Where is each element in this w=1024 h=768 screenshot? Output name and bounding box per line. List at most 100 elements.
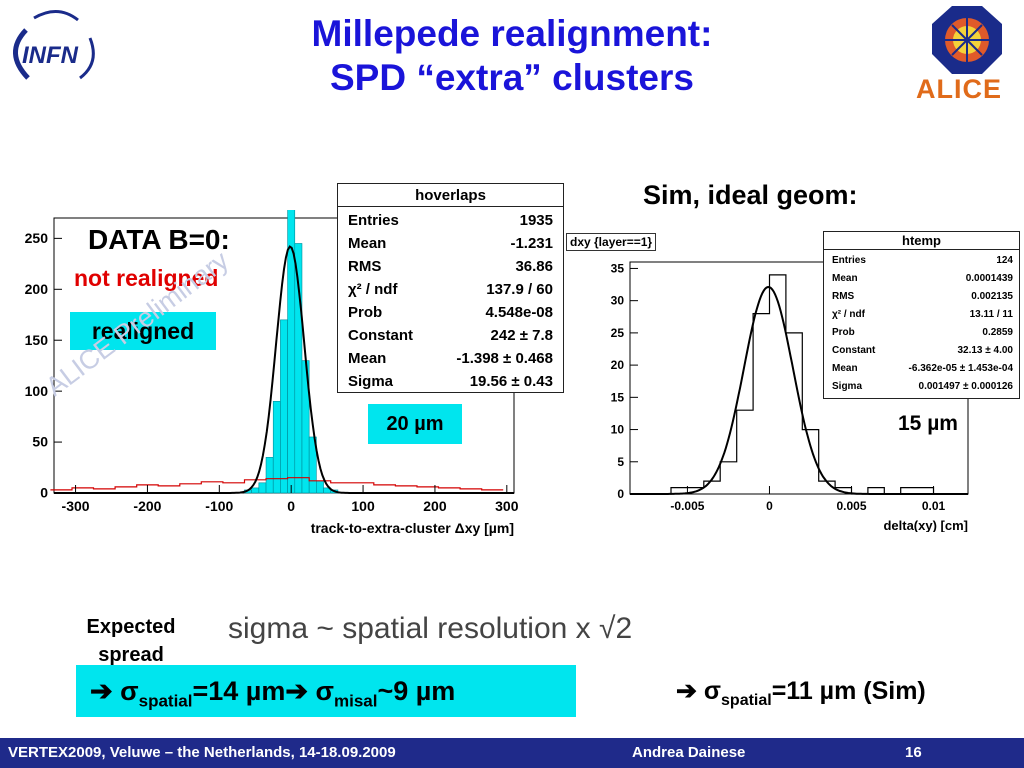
stats-right-key: Entries [832,255,866,266]
stats-right-key: Mean [832,363,858,374]
stats-left-key: RMS [348,258,382,275]
x-tick-label: 200 [423,498,447,514]
x-tick-label: 0 [287,498,295,514]
stats-left-key: χ² / ndf [348,281,398,298]
stats-right-key: Constant [832,345,876,356]
stats-box-right: htemp Entries 124 Mean 0.0001439 RMS 0.002135… [823,231,1020,399]
stats-left-row: Entries 1935 [348,209,553,232]
footer-author: Andrea Dainese [632,744,746,761]
subscript-misal: misal [333,691,378,711]
stats-box-right-rows: Entries 124 Mean 0.0001439 RMS 0.002135 χ² / n… [824,250,1019,396]
stats-left-key: Entries [348,212,399,229]
x-tick-label: 300 [495,498,519,514]
sigma-symbol: σ [120,676,139,706]
sim-label: Sim, ideal geom: [643,180,858,210]
arrow-icon: ➔ [285,676,308,706]
alice-logo: ALICE [914,4,1020,104]
stats-box-left-title: hoverlaps [338,184,563,207]
x-axis-label: track-to-extra-cluster Δxy [µm] [311,520,514,536]
sigma-symbol: σ [315,676,334,706]
result-right-text: ➔ σspatial=11 µm (Sim) [676,676,926,710]
stats-left-key: Sigma [348,373,394,390]
right-plot-tag: dxy {layer==1} [566,233,657,251]
stats-left-row: Sigma 19.56 ± 0.43 [348,370,553,393]
result-value-sim: =11 µm (Sim) [771,677,926,705]
stats-right-row: Constant 32.13 ± 4.00 [832,342,1013,360]
slide-title: Millepede realignment: SPD “extra” clust… [200,12,824,100]
stats-right-value: 0.002135 [971,291,1013,302]
y-tick-label: 100 [25,383,49,399]
histogram-bar [258,482,267,494]
stats-right-row: RMS 0.002135 [832,288,1013,306]
histogram-bar [280,319,288,494]
y-tick-label: 250 [25,230,49,246]
x-axis-label: delta(xy) [cm] [883,518,968,532]
sigma-symbol: σ [703,677,722,705]
stats-box-left-rows: Entries 1935 Mean -1.231 RMS 36.86 χ² / ndf 137… [338,207,563,393]
stats-left-value: 137.9 / 60 [486,281,553,298]
stats-right-key: RMS [832,291,855,302]
footer-page-number: 16 [905,744,922,761]
slide-title-line2: SPD “extra” clusters [329,57,694,98]
stats-right-row: Entries 124 [832,252,1013,270]
stats-right-row: Mean -6.362e-05 ± 1.453e-04 [832,360,1013,378]
infn-logo-text: INFN [22,42,78,69]
stats-left-value: 242 ± 7.8 [490,327,553,344]
x-tick-label: 0.005 [836,499,866,513]
y-tick-label: 50 [32,434,48,450]
x-tick-label: -300 [62,498,90,514]
expected-line2: spread [98,644,164,666]
x-tick-label: 0.01 [922,499,946,513]
alice-logo-text: ALICE [916,74,1002,104]
not-realigned-label: not realigned [74,265,219,291]
stats-left-key: Mean [348,235,387,252]
y-tick-label: 35 [611,261,625,275]
y-tick-label: 20 [611,358,625,372]
result-left-box: ➔ σspatial=14 µm➔ σmisal~9 µm [76,665,576,717]
stats-right-row: Prob 0.2859 [832,324,1013,342]
stats-right-value: -6.362e-05 ± 1.453e-04 [908,363,1013,374]
x-tick-label: 100 [351,498,375,514]
width-left-badge: 20 µm [368,404,462,444]
subscript-spatial: spatial [138,691,193,711]
stats-left-row: Prob 4.548e-08 [348,301,553,324]
y-tick-label: 15 [611,390,625,404]
arrow-icon: ➔ [90,676,113,706]
infn-logo: INFN [8,8,100,94]
stats-left-key: Prob [348,304,383,321]
y-tick-label: 0 [40,485,48,501]
x-tick-label: -0.005 [670,499,704,513]
gaussian-fit-line [54,245,514,494]
footer-conference: VERTEX2009, Veluwe – the Netherlands, 14… [8,744,396,761]
stats-left-value: 19.56 ± 0.43 [469,373,553,390]
infn-logo-graphic [13,10,95,80]
expected-spread-label: Expected spread [66,613,196,669]
data-label: DATA B=0: [88,224,230,255]
realigned-label: realigned [70,312,216,350]
stats-right-value: 0.2859 [982,327,1013,338]
stats-left-value: 1935 [519,212,553,229]
stats-left-value: 36.86 [515,258,553,275]
footer-bar: VERTEX2009, Veluwe – the Netherlands, 14… [0,738,1024,768]
x-tick-label: -100 [205,498,233,514]
y-tick-label: 0 [617,487,624,501]
expected-line1: Expected [86,616,176,638]
stats-right-value: 13.11 / 11 [969,309,1013,320]
y-tick-label: 200 [25,281,49,297]
histogram-bar [316,480,324,494]
stats-right-key: χ² / ndf [832,309,865,320]
x-tick-label: -200 [133,498,161,514]
histogram-step-not-realigned [50,477,504,491]
stats-left-value: -1.231 [510,235,553,252]
subscript-spatial: spatial [721,692,772,709]
stats-right-value: 32.13 ± 4.00 [957,345,1013,356]
stats-left-row: Mean -1.398 ± 0.468 [348,347,553,370]
x-tick-label: 0 [766,499,773,513]
stats-right-row: χ² / ndf 13.11 / 11 [832,306,1013,324]
stats-right-key: Sigma [832,381,863,392]
y-tick-label: 25 [611,326,625,340]
stats-left-row: χ² / ndf 137.9 / 60 [348,278,553,301]
stats-left-row: RMS 36.86 [348,255,553,278]
stats-right-row: Sigma 0.001497 ± 0.000126 [832,378,1013,396]
formula-text: sigma ~ spatial resolution x √2 [228,612,633,645]
